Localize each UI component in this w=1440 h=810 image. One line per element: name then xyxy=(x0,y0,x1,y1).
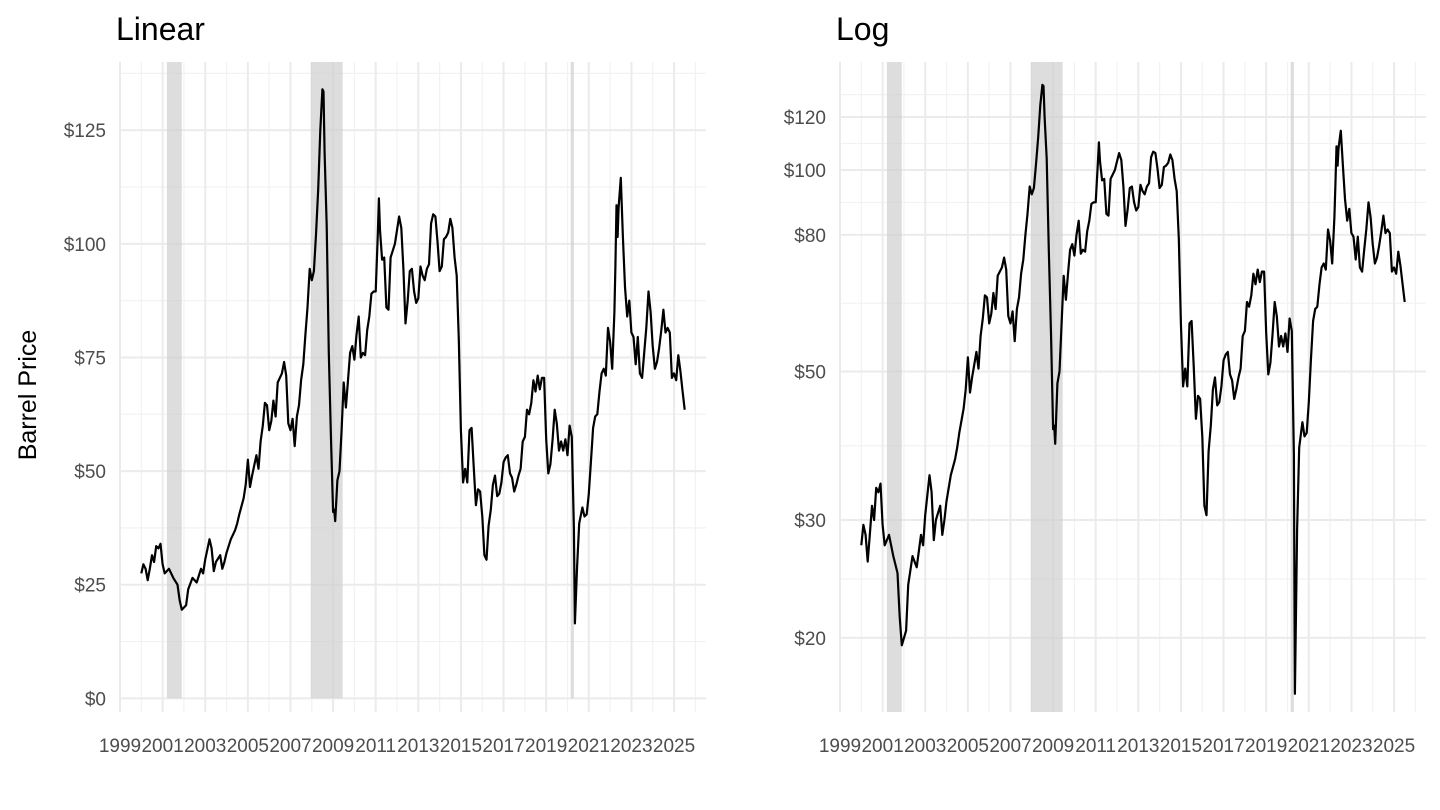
log-title: Log xyxy=(836,11,889,47)
y-axis-label: Barrel Price xyxy=(14,330,42,461)
x-tick-label: 2021 xyxy=(568,736,610,757)
y-tick-label: $100 xyxy=(64,235,106,256)
x-tick-label: 2007 xyxy=(269,736,311,757)
y-tick-label: $0 xyxy=(85,689,106,710)
x-tick-label: 2003 xyxy=(184,736,226,757)
x-tick-label: 2023 xyxy=(610,736,652,757)
x-tick-label: 1999 xyxy=(99,736,141,757)
x-tick-label: 2007 xyxy=(989,736,1031,757)
y-tick-label: $75 xyxy=(74,348,106,369)
y-tick-label: $50 xyxy=(794,363,826,384)
tick-labels: $20 $30 $50 $80 $100 $120 1999 2001 2003 2005 2007… xyxy=(784,108,1415,757)
y-tick-label: $100 xyxy=(784,161,826,182)
x-tick-label: 1999 xyxy=(819,736,861,757)
price-line xyxy=(140,88,686,625)
y-tick-label: $120 xyxy=(784,108,826,129)
x-tick-label: 2017 xyxy=(482,736,524,757)
x-tick-label: 2021 xyxy=(1288,736,1330,757)
y-tick-label: $125 xyxy=(64,121,106,142)
x-tick-label: 2001 xyxy=(141,736,183,757)
x-tick-label: 2019 xyxy=(525,736,567,757)
x-tick-label: 2005 xyxy=(947,736,989,757)
y-tick-label: $30 xyxy=(794,511,826,532)
price-line xyxy=(860,83,1406,695)
x-tick-label: 2009 xyxy=(1032,736,1074,757)
x-tick-label: 2011 xyxy=(355,736,396,757)
linear-panel: Linear Barrel Price $0 $25 $50 $75 $100 $125 1… xyxy=(14,11,706,757)
x-tick-label: 2025 xyxy=(1373,736,1415,757)
x-tick-label: 2009 xyxy=(312,736,354,757)
y-tick-label: $20 xyxy=(794,629,826,650)
x-tick-label: 2025 xyxy=(653,736,695,757)
log-panel: Log $20 $30 $50 $80 $100 $120 1999 2001 2003 2005… xyxy=(784,11,1426,757)
shaded-period xyxy=(570,62,574,699)
x-tick-label: 2003 xyxy=(904,736,946,757)
x-tick-label: 2019 xyxy=(1245,736,1287,757)
gridlines xyxy=(119,62,706,712)
x-tick-label: 2001 xyxy=(861,736,903,757)
x-tick-label: 2013 xyxy=(1117,736,1159,757)
shaded-period xyxy=(886,62,902,712)
x-tick-label: 2015 xyxy=(440,736,482,757)
x-tick-label: 2005 xyxy=(227,736,269,757)
x-tick-label: 2015 xyxy=(1160,736,1202,757)
shaded-periods xyxy=(166,62,574,699)
y-tick-label: $80 xyxy=(794,226,826,247)
shaded-period xyxy=(310,62,343,699)
x-tick-label: 2023 xyxy=(1330,736,1372,757)
x-tick-label: 2017 xyxy=(1202,736,1244,757)
y-tick-label: $50 xyxy=(74,462,106,483)
y-tick-label: $25 xyxy=(74,576,106,597)
x-tick-label: 2011 xyxy=(1075,736,1116,757)
x-tick-label: 2013 xyxy=(397,736,439,757)
shaded-period xyxy=(166,62,182,699)
linear-title: Linear xyxy=(116,11,205,47)
